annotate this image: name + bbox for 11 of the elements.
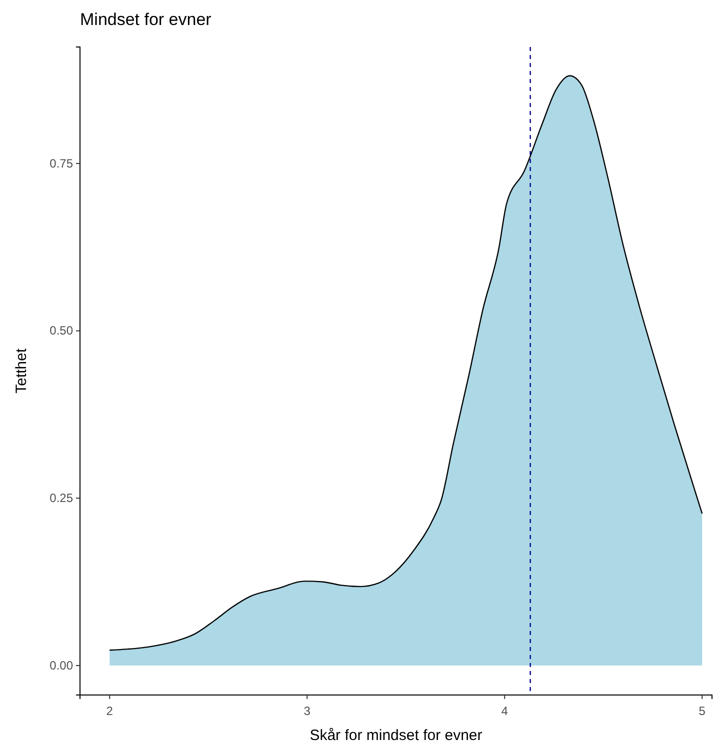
x-tick-label: 5 — [698, 704, 706, 718]
x-axis-title: Skår for mindset for evner — [310, 727, 482, 744]
y-tick-label: 0.25 — [50, 491, 74, 506]
chart-title: Mindset for evner — [80, 10, 212, 29]
y-axis-title: Tetthet — [13, 348, 30, 394]
y-tick-label: 0.00 — [50, 658, 74, 672]
y-tick-label: 0.75 — [50, 156, 74, 170]
x-tick-label: 3 — [304, 704, 311, 718]
y-tick-label: 0.50 — [50, 324, 74, 338]
x-tick-label: 4 — [501, 704, 508, 718]
x-tick-label: 2 — [106, 704, 114, 718]
